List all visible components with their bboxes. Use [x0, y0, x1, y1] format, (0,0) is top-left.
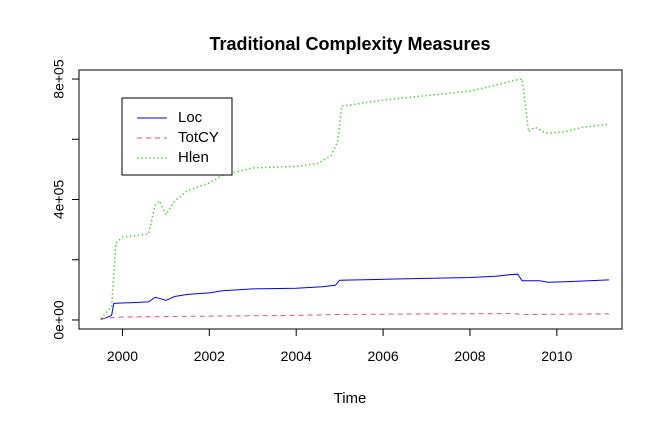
series-line-loc	[100, 273, 610, 320]
y-tick-label: 0e+00	[51, 300, 67, 340]
x-tick-label: 2000	[107, 348, 138, 364]
x-tick-label: 2004	[281, 348, 312, 364]
x-tick-label: 2006	[368, 348, 399, 364]
legend-box	[121, 97, 233, 176]
legend-label: TotCY	[178, 129, 219, 146]
legend-label: Loc	[178, 109, 203, 126]
x-axis-label: Time	[334, 390, 367, 407]
legend: Loc TotCY Hlen	[121, 97, 233, 176]
x-tick-label: 2008	[454, 348, 485, 364]
x-tick-label: 2010	[541, 348, 572, 364]
chart-title: Traditional Complexity Measures	[209, 34, 490, 54]
y-tick-label: 4e+05	[51, 180, 67, 220]
y-tick-label: 8e+05	[51, 59, 67, 99]
series-line-totcy	[100, 313, 610, 319]
series-layer	[100, 78, 610, 320]
axes: 2000 2002 2004 2006 2008 2010 0e+00 4e+05 8e+05	[51, 59, 573, 364]
legend-label: Hlen	[178, 149, 209, 166]
x-tick-label: 2002	[194, 348, 225, 364]
